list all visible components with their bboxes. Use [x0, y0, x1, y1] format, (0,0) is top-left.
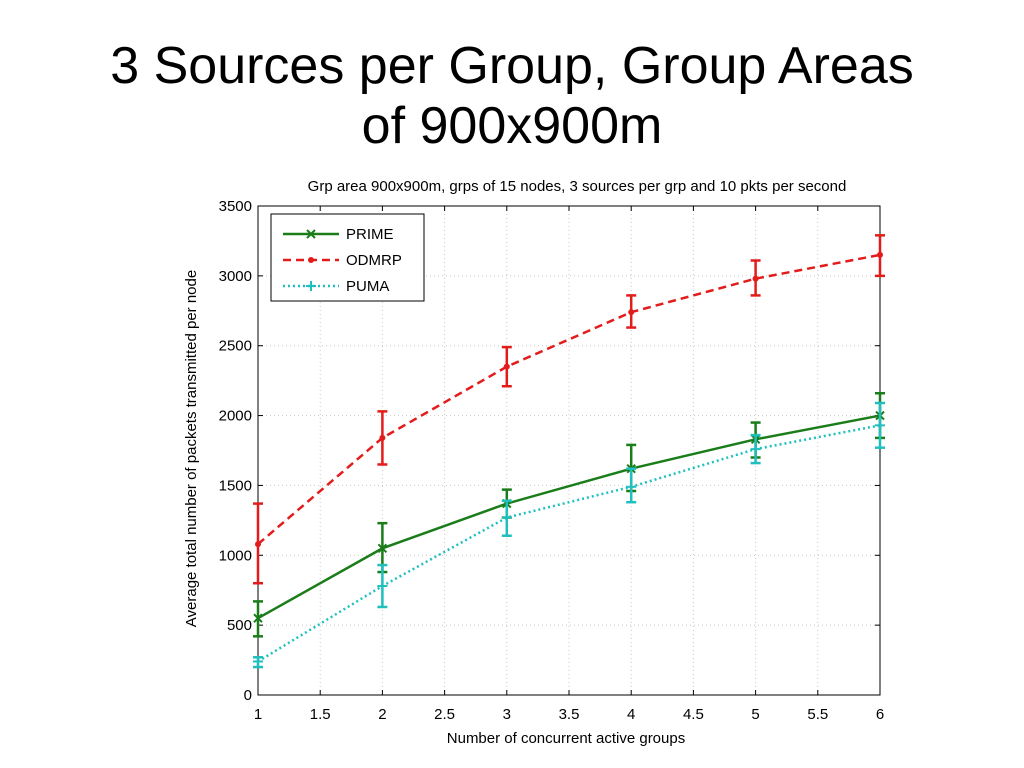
puma-line: [257, 424, 881, 663]
legend-marker-prime: [306, 229, 316, 239]
x-tick-label: 3.5: [559, 706, 580, 723]
series-puma: [253, 401, 885, 669]
odmrp-point: [628, 309, 635, 316]
x-tick-label: 5.5: [807, 706, 828, 723]
prime-line: [257, 414, 881, 620]
legend-label-puma: PUMA: [346, 278, 389, 295]
slide-title-line2: of 900x900m: [361, 97, 663, 155]
y-tick-label: 3500: [219, 198, 252, 215]
y-tick-label: 2000: [219, 408, 252, 425]
legend-box: [270, 213, 425, 302]
prime-point: [253, 613, 263, 623]
y-axis-label: Average total number of packets transmit…: [183, 270, 200, 627]
x-tick-label: 4: [627, 706, 635, 723]
y-tick-label: 0: [244, 687, 252, 704]
odmrp-point: [255, 541, 261, 548]
legend-label-odmrp: ODMRP: [346, 252, 402, 269]
odmrp-point: [379, 434, 386, 441]
x-tick-label: 1.5: [310, 706, 331, 723]
x-tick-label: 2: [378, 706, 386, 723]
chart-title: Grp area 900x900m, grps of 15 nodes, 3 s…: [308, 178, 847, 195]
x-tick-label: 6: [876, 706, 884, 723]
prime-point: [377, 543, 388, 554]
legend: PRIME ODMRP PUMA: [270, 213, 425, 302]
x-tick-label: 4.5: [683, 706, 704, 723]
x-tick-label: 3: [503, 706, 511, 723]
y-tick-label: 500: [227, 617, 252, 634]
odmrp-point: [877, 251, 883, 258]
slide-title-line1: 3 Sources per Group, Group Areas: [110, 37, 914, 95]
y-tick-label: 2500: [219, 338, 252, 355]
x-tick-label: 5: [751, 706, 759, 723]
series-odmrp: [253, 234, 885, 585]
y-tick-label: 1000: [219, 547, 252, 564]
odmrp-point: [752, 275, 759, 282]
x-axis-label: Number of concurrent active groups: [447, 730, 685, 747]
odmrp-point: [503, 363, 510, 370]
series-layer: [253, 234, 885, 669]
x-tick-label: 2.5: [434, 706, 455, 723]
legend-marker-odmrp: [308, 257, 314, 263]
x-tick-label: 1: [254, 706, 262, 723]
y-tick-label: 1500: [219, 477, 252, 494]
slide-title: 3 Sources per Group, Group Areas of 900x…: [0, 36, 1024, 156]
axis-ticks: 1 1.5 2 2.5 3 3.5 4 4.5 5 5.5 6 0 500 1000 1500 2000 250…: [219, 198, 885, 723]
odmrp-line: [257, 253, 881, 546]
y-tick-label: 3000: [219, 268, 252, 285]
legend-label-prime: PRIME: [346, 226, 394, 243]
